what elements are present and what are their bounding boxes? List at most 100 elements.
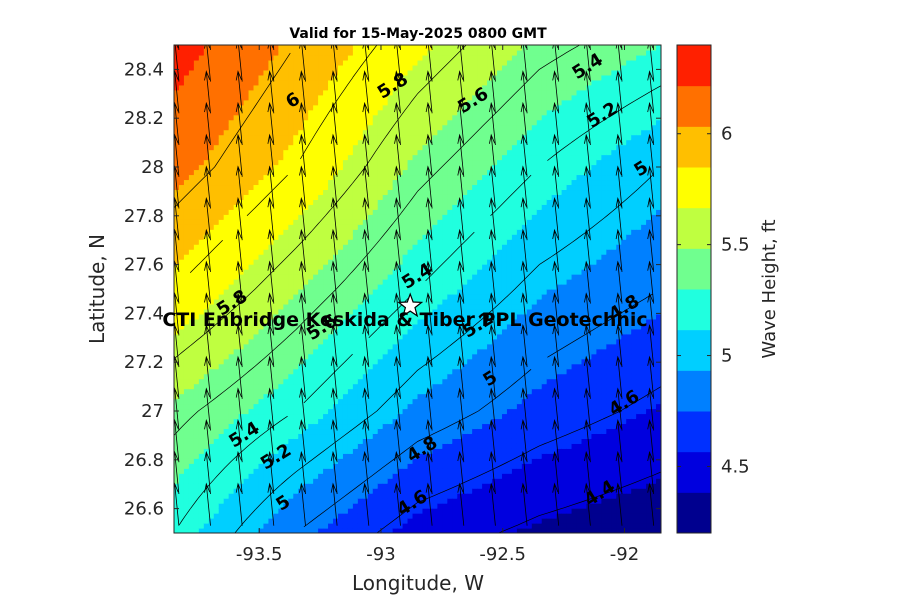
contour-fill-cell <box>273 313 279 320</box>
contour-fill-cell <box>357 59 364 66</box>
contour-fill-cell <box>178 129 185 136</box>
contour-fill-cell <box>253 528 260 533</box>
contour-fill-cell <box>422 119 429 126</box>
contour-fill-cell <box>178 79 185 86</box>
contour-fill-cell <box>313 289 319 295</box>
contour-fill-cell <box>178 54 185 61</box>
contour-fill-cell <box>367 358 374 365</box>
contour-fill-cell <box>208 523 215 529</box>
contour-fill-cell <box>278 493 284 499</box>
contour-fill-cell <box>238 89 245 96</box>
contour-fill-cell <box>372 448 379 454</box>
contour-fill-cell <box>372 478 379 484</box>
contour-fill-cell <box>283 59 289 66</box>
contour-fill-cell <box>223 259 230 265</box>
contour-fill-cell <box>278 84 284 91</box>
contour-fill-cell <box>208 368 215 375</box>
contour-fill-cell <box>352 363 359 370</box>
contour-fill-cell <box>337 254 344 260</box>
contour-fill-cell <box>357 428 364 435</box>
contour-fill-cell <box>417 194 424 200</box>
contour-fill-cell <box>402 149 409 156</box>
contour-fill-cell <box>387 239 394 245</box>
contour-fill-cell <box>422 69 429 76</box>
contour-fill-cell <box>218 503 225 509</box>
contour-fill-cell <box>288 214 294 220</box>
contour-fill-cell <box>318 269 324 275</box>
contour-fill-cell <box>387 348 394 355</box>
contour-fill-cell <box>372 363 379 370</box>
contour-fill-cell <box>342 438 349 444</box>
contour-fill-cell <box>178 448 185 454</box>
contour-fill-cell <box>228 94 235 101</box>
contour-fill-cell <box>193 528 200 533</box>
contour-fill-cell <box>318 433 324 439</box>
contour-fill-cell <box>313 84 319 91</box>
contour-fill-cell <box>228 244 235 250</box>
contour-fill-cell <box>377 368 384 375</box>
contour-fill-cell <box>318 264 324 270</box>
contour-fill-cell <box>248 279 255 285</box>
contour-fill-cell <box>357 134 364 141</box>
contour-fill-cell <box>313 358 319 365</box>
contour-fill-cell <box>273 478 279 484</box>
contour-fill-cell <box>174 134 180 141</box>
contour-fill-cell <box>178 293 185 300</box>
contour-fill-cell <box>203 363 210 370</box>
contour-fill-cell <box>387 383 394 390</box>
contour-fill-cell <box>193 353 200 360</box>
contour-fill-cell <box>372 164 379 171</box>
contour-fill-cell <box>422 199 429 205</box>
contour-fill-cell <box>273 378 279 385</box>
contour-fill-cell <box>402 224 409 230</box>
contour-fill-cell <box>417 219 424 225</box>
contour-fill-cell <box>293 493 299 499</box>
contour-fill-cell <box>402 114 409 121</box>
contour-fill-cell <box>283 254 289 260</box>
contour-fill-cell <box>377 348 384 355</box>
contour-fill-cell <box>402 119 409 126</box>
contour-fill-cell <box>417 179 424 186</box>
contour-fill-cell <box>357 49 364 56</box>
contour-fill-cell <box>203 79 210 86</box>
contour-fill-cell <box>387 413 394 420</box>
contour-fill-cell <box>213 318 220 325</box>
contour-fill-cell <box>387 318 394 325</box>
contour-fill-cell <box>298 84 304 91</box>
contour-fill-cell <box>392 393 399 400</box>
contour-fill-cell <box>238 463 245 469</box>
contour-fill-cell <box>193 184 200 191</box>
contour-fill-cell <box>303 398 309 405</box>
contour-fill-cell <box>228 518 235 524</box>
contour-fill-cell <box>402 498 409 504</box>
contour-fill-cell <box>323 328 329 335</box>
contour-fill-cell <box>183 214 190 220</box>
contour-fill-cell <box>382 234 389 240</box>
contour-fill-cell <box>174 259 180 265</box>
contour-fill-cell <box>283 493 289 499</box>
contour-fill-cell <box>213 363 220 370</box>
contour-fill-cell <box>288 114 294 121</box>
contour-fill-cell <box>188 468 195 474</box>
contour-fill-cell <box>402 358 409 365</box>
contour-fill-cell <box>193 388 200 395</box>
contour-fill-cell <box>333 279 339 285</box>
contour-fill-cell <box>178 274 185 280</box>
contour-fill-cell <box>313 144 319 151</box>
contour-fill-cell <box>293 318 299 325</box>
contour-fill-cell <box>387 249 394 255</box>
contour-fill-cell <box>367 139 374 146</box>
contour-fill-cell <box>362 54 369 61</box>
contour-fill-cell <box>367 174 374 181</box>
contour-fill-cell <box>188 323 195 330</box>
contour-fill-cell <box>188 503 195 509</box>
contour-fill-cell <box>278 518 284 524</box>
contour-fill-cell <box>357 448 364 454</box>
contour-fill-cell <box>258 49 265 56</box>
contour-fill-cell <box>367 308 374 315</box>
contour-fill-cell <box>298 79 304 86</box>
contour-fill-cell <box>323 174 329 181</box>
contour-fill-cell <box>178 468 185 474</box>
contour-fill-cell <box>188 423 195 430</box>
contour-fill-cell <box>248 493 255 499</box>
